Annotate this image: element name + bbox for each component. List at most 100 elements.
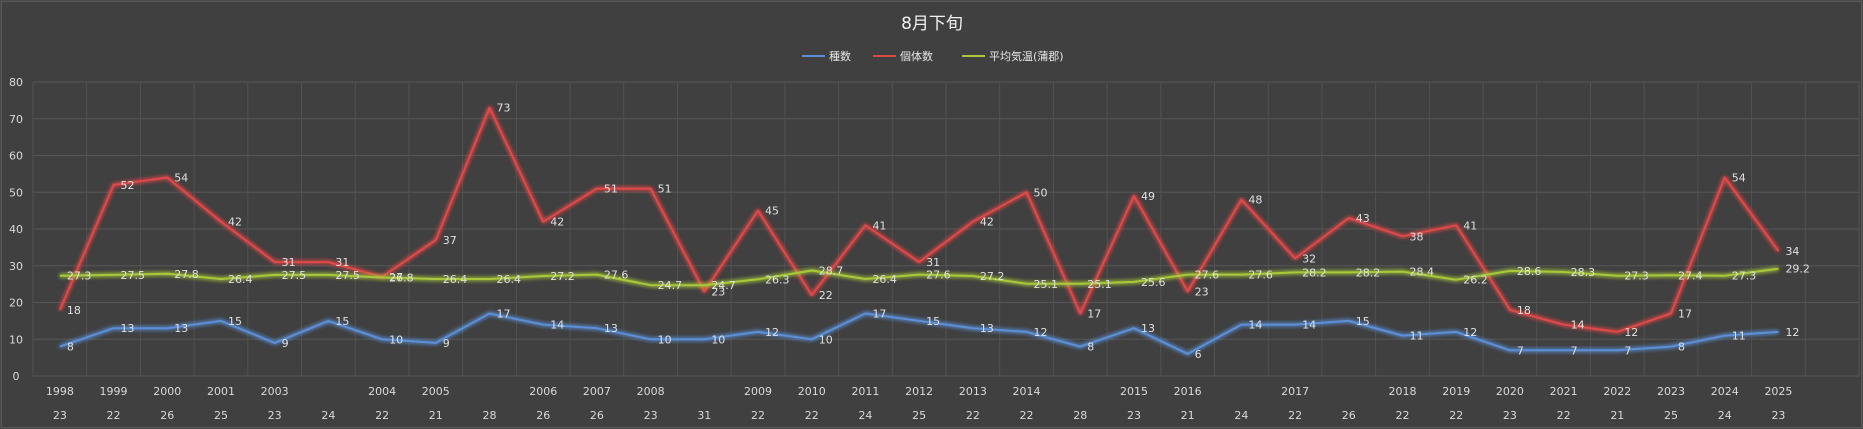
data-label: 26.3 — [765, 273, 790, 286]
data-label: 41 — [872, 219, 886, 232]
y-tick-label: 70 — [9, 113, 23, 126]
data-label: 38 — [1410, 230, 1424, 243]
data-label: 22 — [819, 289, 833, 302]
x-tick-year: 2000 — [153, 385, 181, 398]
data-label: 15 — [1356, 315, 1370, 328]
data-label: 12 — [1785, 326, 1799, 339]
x-tick-year: 2005 — [422, 385, 450, 398]
data-labels: 8 13 13 15 9 15 10 9 17 14 13 10 10 12 10 17 15 13 12 8 13 6 1… — [67, 102, 1810, 361]
y-tick-label: 30 — [9, 260, 23, 273]
data-label: 10 — [819, 333, 833, 346]
data-label: 23 — [1195, 285, 1209, 298]
data-label: 31 — [335, 256, 349, 269]
series-line — [59, 267, 1779, 287]
data-label: 27.3 — [67, 270, 92, 283]
y-tick-label: 40 — [9, 223, 23, 236]
x-tick-year: 2014 — [1013, 385, 1041, 398]
data-label: 27.6 — [604, 269, 629, 282]
data-label: 13 — [121, 322, 135, 335]
gridlines — [32, 81, 1860, 377]
data-label: 15 — [335, 315, 349, 328]
x-tick-day: 26 — [590, 409, 604, 422]
x-tick-year: 2024 — [1711, 385, 1739, 398]
x-tick-year: 2001 — [207, 385, 235, 398]
x-tick-year: 2012 — [905, 385, 933, 398]
data-label: 8 — [1678, 341, 1685, 354]
legend-label: 平均気温(蒲郡) — [989, 49, 1064, 63]
data-label: 27.6 — [1248, 269, 1273, 282]
x-axis: 1998 23 1999 22 2000 26 2001 25 2003 23 24 2004 22 20… — [46, 385, 1793, 422]
data-label: 13 — [1141, 322, 1155, 335]
x-tick-year: 2006 — [529, 385, 557, 398]
legend-label: 個体数 — [900, 49, 933, 63]
y-axis: 0 10 20 30 40 50 60 70 80 — [9, 76, 23, 383]
data-label: 28.4 — [1410, 266, 1435, 279]
x-tick-day: 25 — [912, 409, 926, 422]
data-label: 15 — [926, 315, 940, 328]
data-label: 24.7 — [658, 279, 683, 292]
data-label: 51 — [658, 183, 672, 196]
data-label: 14 — [1248, 319, 1262, 332]
data-label: 31 — [282, 256, 296, 269]
x-tick-year: 2022 — [1603, 385, 1631, 398]
data-label: 13 — [980, 322, 994, 335]
data-label: 25.1 — [1087, 278, 1112, 291]
data-label: 8 — [1087, 341, 1094, 354]
data-label: 27.3 — [1732, 270, 1757, 283]
data-label: 13 — [174, 322, 188, 335]
data-label: 17 — [872, 308, 886, 321]
data-label: 41 — [1463, 219, 1477, 232]
data-label: 26.4 — [497, 273, 522, 286]
x-tick-day: 23 — [1127, 409, 1141, 422]
x-tick-day: 23 — [53, 409, 67, 422]
data-label: 26.4 — [872, 273, 897, 286]
series-lines — [58, 106, 1780, 355]
data-label: 27 — [389, 271, 403, 284]
data-label: 18 — [1517, 304, 1531, 317]
x-tick-year: 2025 — [1764, 385, 1792, 398]
x-tick-day: 24 — [1234, 409, 1248, 422]
x-tick-year: 2016 — [1174, 385, 1202, 398]
x-tick-year: 2007 — [583, 385, 611, 398]
y-tick-label: 50 — [9, 186, 23, 199]
data-label: 10 — [389, 333, 403, 346]
data-label: 37 — [443, 234, 457, 247]
x-tick-year: 2019 — [1442, 385, 1470, 398]
data-label: 29.2 — [1785, 263, 1810, 276]
data-label: 73 — [497, 102, 511, 115]
x-tick-day: 31 — [697, 409, 711, 422]
y-tick-label: 20 — [9, 297, 23, 310]
data-label: 6 — [1195, 348, 1202, 361]
data-label: 42 — [228, 216, 242, 229]
x-tick-year: 2013 — [959, 385, 987, 398]
data-label: 31 — [926, 256, 940, 269]
x-tick-year: 2021 — [1550, 385, 1578, 398]
data-label: 17 — [1678, 308, 1692, 321]
x-tick-year: 2009 — [744, 385, 772, 398]
y-tick-label: 60 — [9, 150, 23, 163]
data-label: 42 — [980, 216, 994, 229]
x-tick-day: 28 — [483, 409, 497, 422]
data-label: 49 — [1141, 190, 1155, 203]
data-label: 17 — [497, 308, 511, 321]
data-label: 54 — [1732, 172, 1746, 185]
data-label: 27.2 — [980, 270, 1005, 283]
data-label: 27.5 — [121, 269, 146, 282]
data-label: 28.3 — [1571, 266, 1596, 279]
data-label: 42 — [550, 216, 564, 229]
x-tick-year: 2023 — [1657, 385, 1685, 398]
data-label: 27.5 — [335, 269, 360, 282]
x-tick-day: 22 — [375, 409, 389, 422]
data-label: 10 — [658, 333, 672, 346]
data-label: 14 — [1302, 319, 1316, 332]
x-tick-day: 23 — [644, 409, 658, 422]
x-tick-year: 2003 — [261, 385, 289, 398]
data-label: 26.2 — [1463, 274, 1488, 287]
data-label: 54 — [174, 172, 188, 185]
data-label: 12 — [765, 326, 779, 339]
data-label: 15 — [228, 315, 242, 328]
x-tick-day: 22 — [1557, 409, 1571, 422]
data-label: 27.5 — [282, 269, 307, 282]
x-tick-year: 1999 — [100, 385, 128, 398]
